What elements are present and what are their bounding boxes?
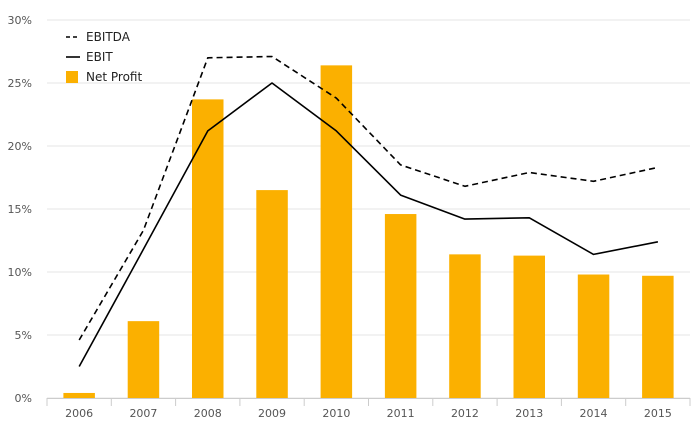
x-tick-label: 2015 <box>644 407 672 420</box>
x-tick-label: 2014 <box>580 407 608 420</box>
y-tick-label: 30% <box>8 14 32 27</box>
x-tick-label: 2010 <box>322 407 350 420</box>
line-series <box>78 55 659 367</box>
line-ebitda <box>78 55 659 341</box>
bar-net-profit-2012 <box>449 254 481 398</box>
bar-net-profit-2010 <box>320 65 353 399</box>
bar-net-profit-2008 <box>191 99 224 398</box>
x-tick-label: 2013 <box>515 407 543 420</box>
bar-net-profit-2009 <box>256 190 288 398</box>
legend-label-net-profit: Net Profit <box>86 70 142 84</box>
bar-net-profit-2013 <box>513 255 546 398</box>
x-tick-label: 2011 <box>387 407 415 420</box>
bar-net-profit-2007 <box>127 321 160 398</box>
y-tick-label: 20% <box>8 140 32 153</box>
x-tick-label: 2012 <box>451 407 479 420</box>
axes: 0% 5% 10% 15% 20% 25% 30% 2006 2007 2008 2009 2010 2… <box>8 14 691 420</box>
legend-label-ebitda: EBITDA <box>86 30 131 44</box>
line-ebit <box>78 82 659 367</box>
y-tick-label: 5% <box>15 329 32 342</box>
legend: EBITDA EBIT Net Profit <box>66 30 142 84</box>
bar-net-profit-2011 <box>384 214 417 398</box>
y-tick-label: 10% <box>8 266 32 279</box>
y-tick-label: 0% <box>15 392 32 405</box>
legend-label-ebit: EBIT <box>86 50 113 64</box>
y-tick-label: 15% <box>8 203 32 216</box>
bar-series <box>63 65 674 399</box>
x-tick-label: 2009 <box>258 407 286 420</box>
y-tick-label: 25% <box>8 77 32 90</box>
x-tick-label: 2006 <box>65 407 93 420</box>
x-tick-label: 2007 <box>129 407 157 420</box>
x-tick-label: 2008 <box>194 407 222 420</box>
legend-swatch-net-profit <box>66 71 78 83</box>
bar-net-profit-2014 <box>577 274 610 398</box>
bar-net-profit-2006 <box>63 392 95 398</box>
bar-net-profit-2015 <box>642 275 674 398</box>
